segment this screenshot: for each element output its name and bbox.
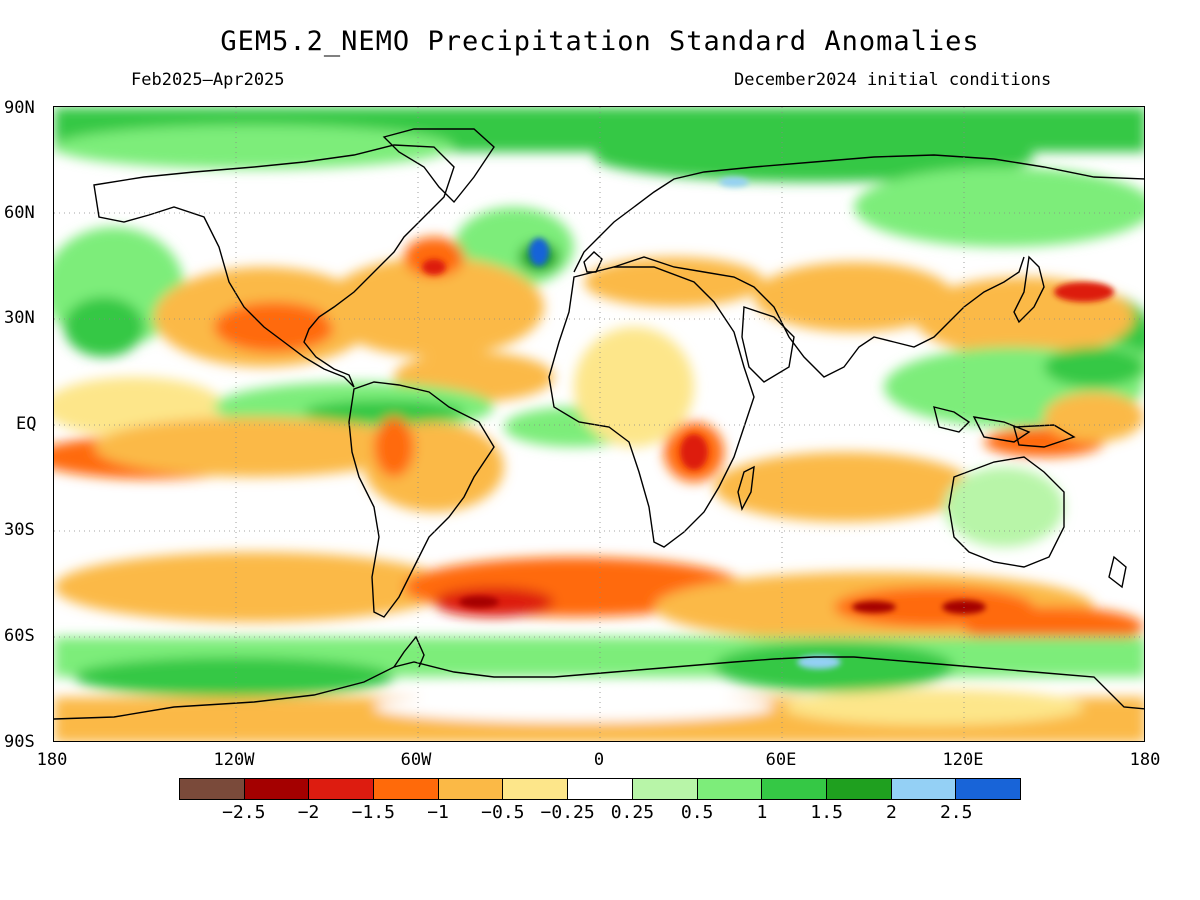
lat-label-60n: 60N [4,203,35,223]
lat-label-90s: 90S [4,732,35,752]
legend-swatch [568,779,633,799]
legend-swatch [632,779,698,799]
legend-swatch [762,779,827,799]
lon-label-60e: 60E [765,750,797,770]
legend-swatch [826,779,892,799]
legend-label: 0.5 [680,802,714,823]
lat-label-90n: 90N [4,98,35,118]
map-title: GEM5.2_NEMO Precipitation Standard Anoma… [220,26,980,57]
forecast-period: Feb2025–Apr2025 [131,70,285,90]
legend-label: −1 [427,802,449,823]
lat-label-60s: 60S [4,626,35,646]
legend-swatch [374,779,439,799]
legend-label: −1.5 [351,802,395,823]
legend-swatch [180,779,245,799]
legend-swatch [891,779,957,799]
lon-label-180e: 180 [1129,750,1161,770]
lat-label-30s: 30S [4,520,35,540]
legend-label: −0.5 [481,802,525,823]
anomaly-map-svg [54,107,1144,741]
legend-label: −2 [297,802,320,823]
initial-conditions-label: December2024 initial conditions [734,70,1052,90]
legend-label: −0.25 [540,802,595,823]
legend-swatch [956,779,1020,799]
legend-label: −2.5 [222,802,266,823]
lon-label-180w: 180 [36,750,68,770]
lat-label-eq: EQ [16,414,37,434]
lat-label-30n: 30N [4,308,35,328]
legend-swatch [697,779,763,799]
legend-swatch [309,779,375,799]
legend-swatch [503,779,569,799]
legend-label: 2.5 [939,802,973,823]
lon-label-120w: 120W [213,750,255,770]
color-legend [179,778,1021,800]
coastlines [54,128,1144,720]
lon-label-120e: 120E [942,750,984,770]
lon-label-0: 0 [593,750,605,770]
anomaly-extremes [422,177,1114,669]
legend-label: 0.25 [610,802,655,823]
graticule [54,107,1144,741]
anomaly-map [53,106,1145,742]
legend-swatch [244,779,310,799]
legend-swatch [438,779,504,799]
legend-label: 1 [756,802,768,823]
legend-label: 1.5 [810,802,843,823]
legend-label: 2 [886,802,897,823]
lon-label-60w: 60W [400,750,432,770]
